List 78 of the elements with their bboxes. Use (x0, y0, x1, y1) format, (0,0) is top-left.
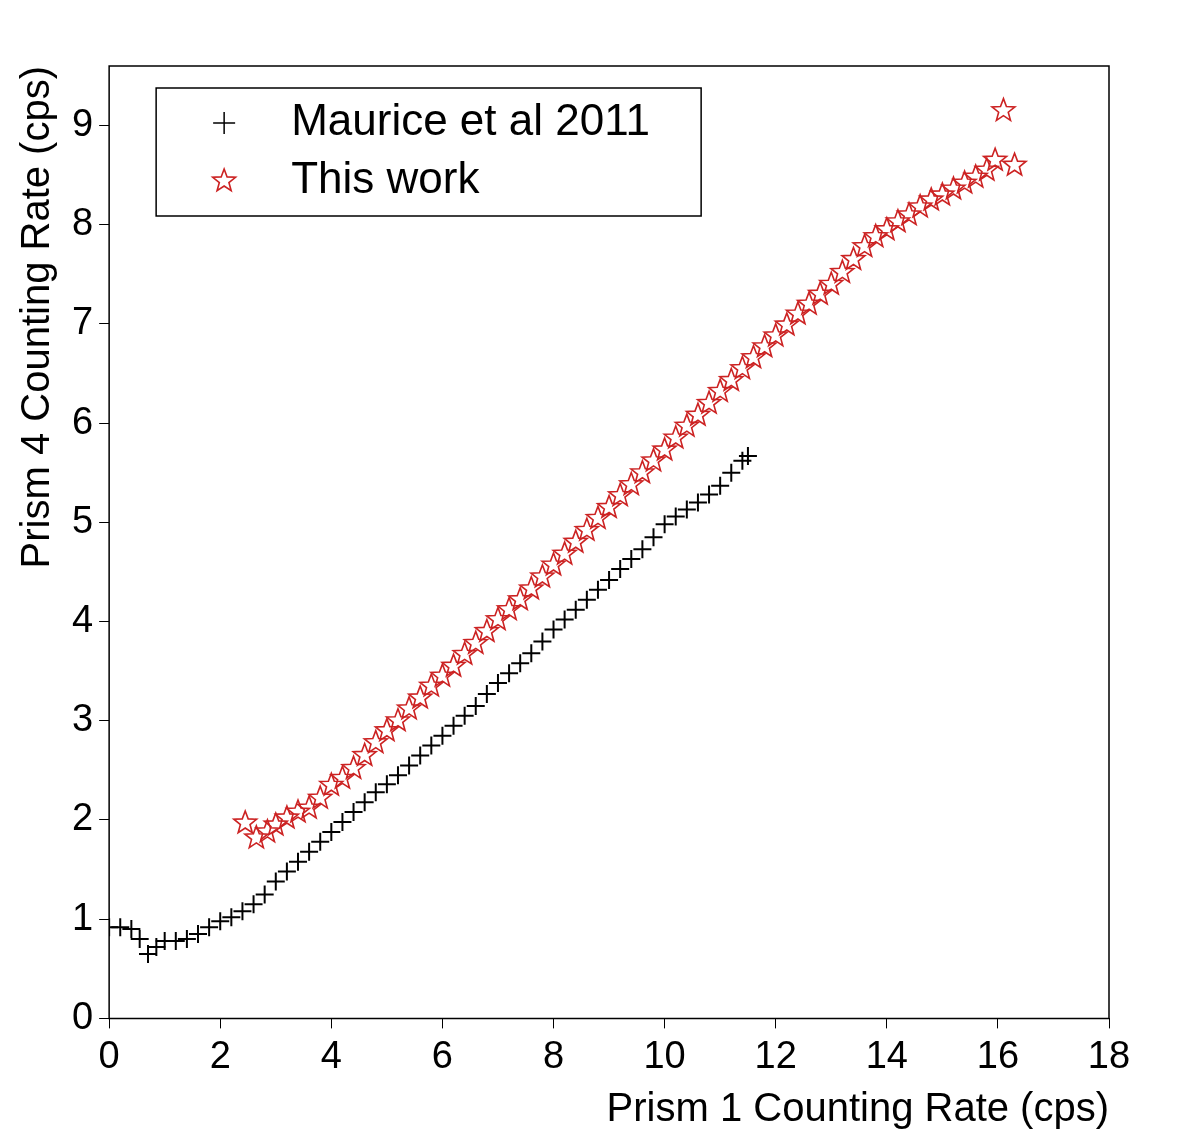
point (654, 514, 675, 535)
y-tick-label: 0 (71, 994, 94, 1037)
point (610, 558, 631, 579)
x-tick-label: 2 (209, 1033, 231, 1076)
legend-label: This work (291, 153, 481, 203)
point (299, 841, 320, 862)
point (310, 831, 331, 852)
point (543, 619, 564, 640)
y-tick-label: 6 (71, 399, 94, 442)
x-tick-label: 0 (98, 1033, 120, 1076)
point (410, 745, 431, 766)
point (665, 506, 686, 527)
legend-label: Maurice et al 2011 (291, 95, 650, 145)
point (687, 492, 708, 513)
x-axis-title: Prism 1 Counting Rate (cps) (606, 1085, 1109, 1130)
y-tick-label: 2 (71, 796, 94, 839)
point (354, 792, 375, 813)
point (499, 663, 520, 684)
point (487, 673, 508, 694)
point (621, 549, 642, 570)
x-tick-label: 6 (431, 1033, 453, 1076)
point (176, 929, 197, 950)
point (676, 499, 697, 520)
point (587, 579, 608, 600)
x-tick-label: 4 (320, 1033, 342, 1076)
point (721, 462, 742, 483)
point (288, 851, 308, 872)
point (243, 894, 264, 915)
point (737, 445, 758, 466)
point (343, 802, 364, 823)
point (532, 631, 553, 652)
point (254, 884, 275, 905)
point (221, 907, 242, 928)
point (699, 484, 720, 505)
y-tick-label: 9 (71, 102, 94, 145)
point (554, 609, 575, 630)
point (643, 527, 664, 548)
point (565, 599, 586, 620)
point (576, 589, 597, 610)
point (476, 683, 497, 704)
y-tick-label: 8 (71, 201, 94, 244)
point (454, 705, 475, 726)
point (188, 924, 209, 945)
point (365, 782, 386, 803)
x-tick-label: 18 (1087, 1033, 1131, 1076)
x-tick-label: 8 (542, 1033, 565, 1076)
y-tick-label: 1 (71, 895, 94, 938)
point (465, 695, 486, 716)
y-tick-label: 3 (71, 697, 94, 740)
point (110, 917, 131, 938)
point (146, 936, 167, 957)
x-tick-label: 12 (754, 1033, 797, 1076)
point (276, 861, 297, 882)
y-tick-label: 4 (71, 598, 94, 641)
x-tick-label: 14 (865, 1033, 908, 1076)
y-axis-title: Prism 4 Counting Rate (cps) (13, 66, 58, 569)
point (510, 653, 531, 674)
point (376, 774, 397, 795)
point (321, 821, 342, 842)
point (199, 917, 220, 938)
point (443, 715, 464, 736)
point (421, 735, 442, 756)
y-tick-label: 5 (71, 498, 94, 541)
point (632, 539, 653, 560)
point (332, 811, 353, 832)
x-tick-label: 10 (643, 1033, 686, 1076)
point (387, 765, 408, 786)
point (521, 643, 542, 664)
y-tick-label: 7 (71, 300, 94, 343)
point (265, 871, 286, 892)
point (210, 911, 231, 932)
point (399, 755, 420, 776)
point (732, 450, 753, 471)
point (432, 725, 453, 746)
point (232, 901, 253, 922)
point (710, 475, 731, 496)
point (599, 569, 620, 590)
x-tick-label: 16 (976, 1033, 1020, 1076)
